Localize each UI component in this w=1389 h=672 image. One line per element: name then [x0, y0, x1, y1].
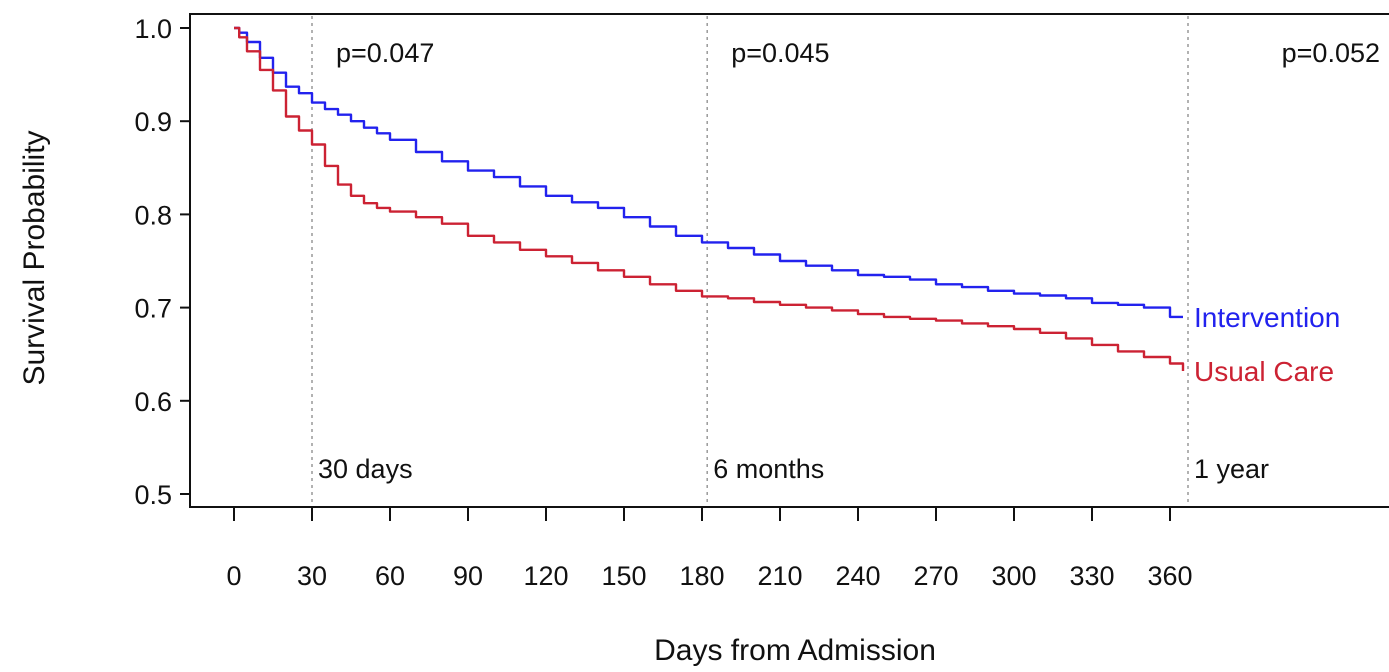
x-tick-label: 150: [601, 561, 646, 591]
series-lines: [234, 26, 1185, 371]
x-tick-label: 240: [835, 561, 880, 591]
y-tick-label: 0.9: [134, 107, 172, 137]
x-axis-ticks: 0 30 60 90 120 150 180 210 240 270 300 330 360: [226, 507, 1193, 591]
x-tick-label: 300: [991, 561, 1036, 591]
y-axis-title: Survival Probability: [18, 130, 51, 385]
y-tick-label: 0.5: [134, 480, 172, 510]
x-tick-label: 180: [679, 561, 724, 591]
series-label-usual-care: Usual Care: [1194, 356, 1334, 387]
series-line-usual-care: [234, 26, 1185, 371]
series-line-intervention: [234, 26, 1183, 319]
plot-border: [189, 13, 1389, 508]
y-tick-label: 0.6: [134, 387, 172, 417]
x-tick-label: 360: [1147, 561, 1192, 591]
reference-line-label: 30 days: [318, 454, 413, 484]
x-tick-label: 90: [453, 561, 483, 591]
p-value-label: p=0.052: [1282, 38, 1380, 68]
x-tick-label: 270: [913, 561, 958, 591]
y-axis-ticks: 0.5 0.6 0.7 0.8 0.9 1.0: [134, 14, 190, 510]
y-tick-label: 0.8: [134, 200, 172, 230]
reference-lines: [311, 16, 1189, 505]
x-tick-label: 30: [297, 561, 327, 591]
x-tick-label: 120: [523, 561, 568, 591]
y-tick-label: 1.0: [134, 14, 172, 44]
x-tick-label: 210: [757, 561, 802, 591]
chart-labels: 30 days p=0.047 6 months p=0.045 1 year p=0.0…: [318, 38, 1380, 484]
reference-line-label: 1 year: [1194, 454, 1269, 484]
series-label-intervention: Intervention: [1194, 302, 1340, 333]
p-value-label: p=0.045: [731, 38, 829, 68]
y-tick-label: 0.7: [134, 294, 172, 324]
x-axis-title: Days from Admission: [654, 634, 936, 667]
x-tick-label: 60: [375, 561, 405, 591]
x-tick-label: 0: [226, 561, 241, 591]
p-value-label: p=0.047: [336, 38, 434, 68]
plot-frame: [189, 13, 1389, 508]
reference-line-label: 6 months: [713, 454, 824, 484]
x-tick-label: 330: [1069, 561, 1114, 591]
